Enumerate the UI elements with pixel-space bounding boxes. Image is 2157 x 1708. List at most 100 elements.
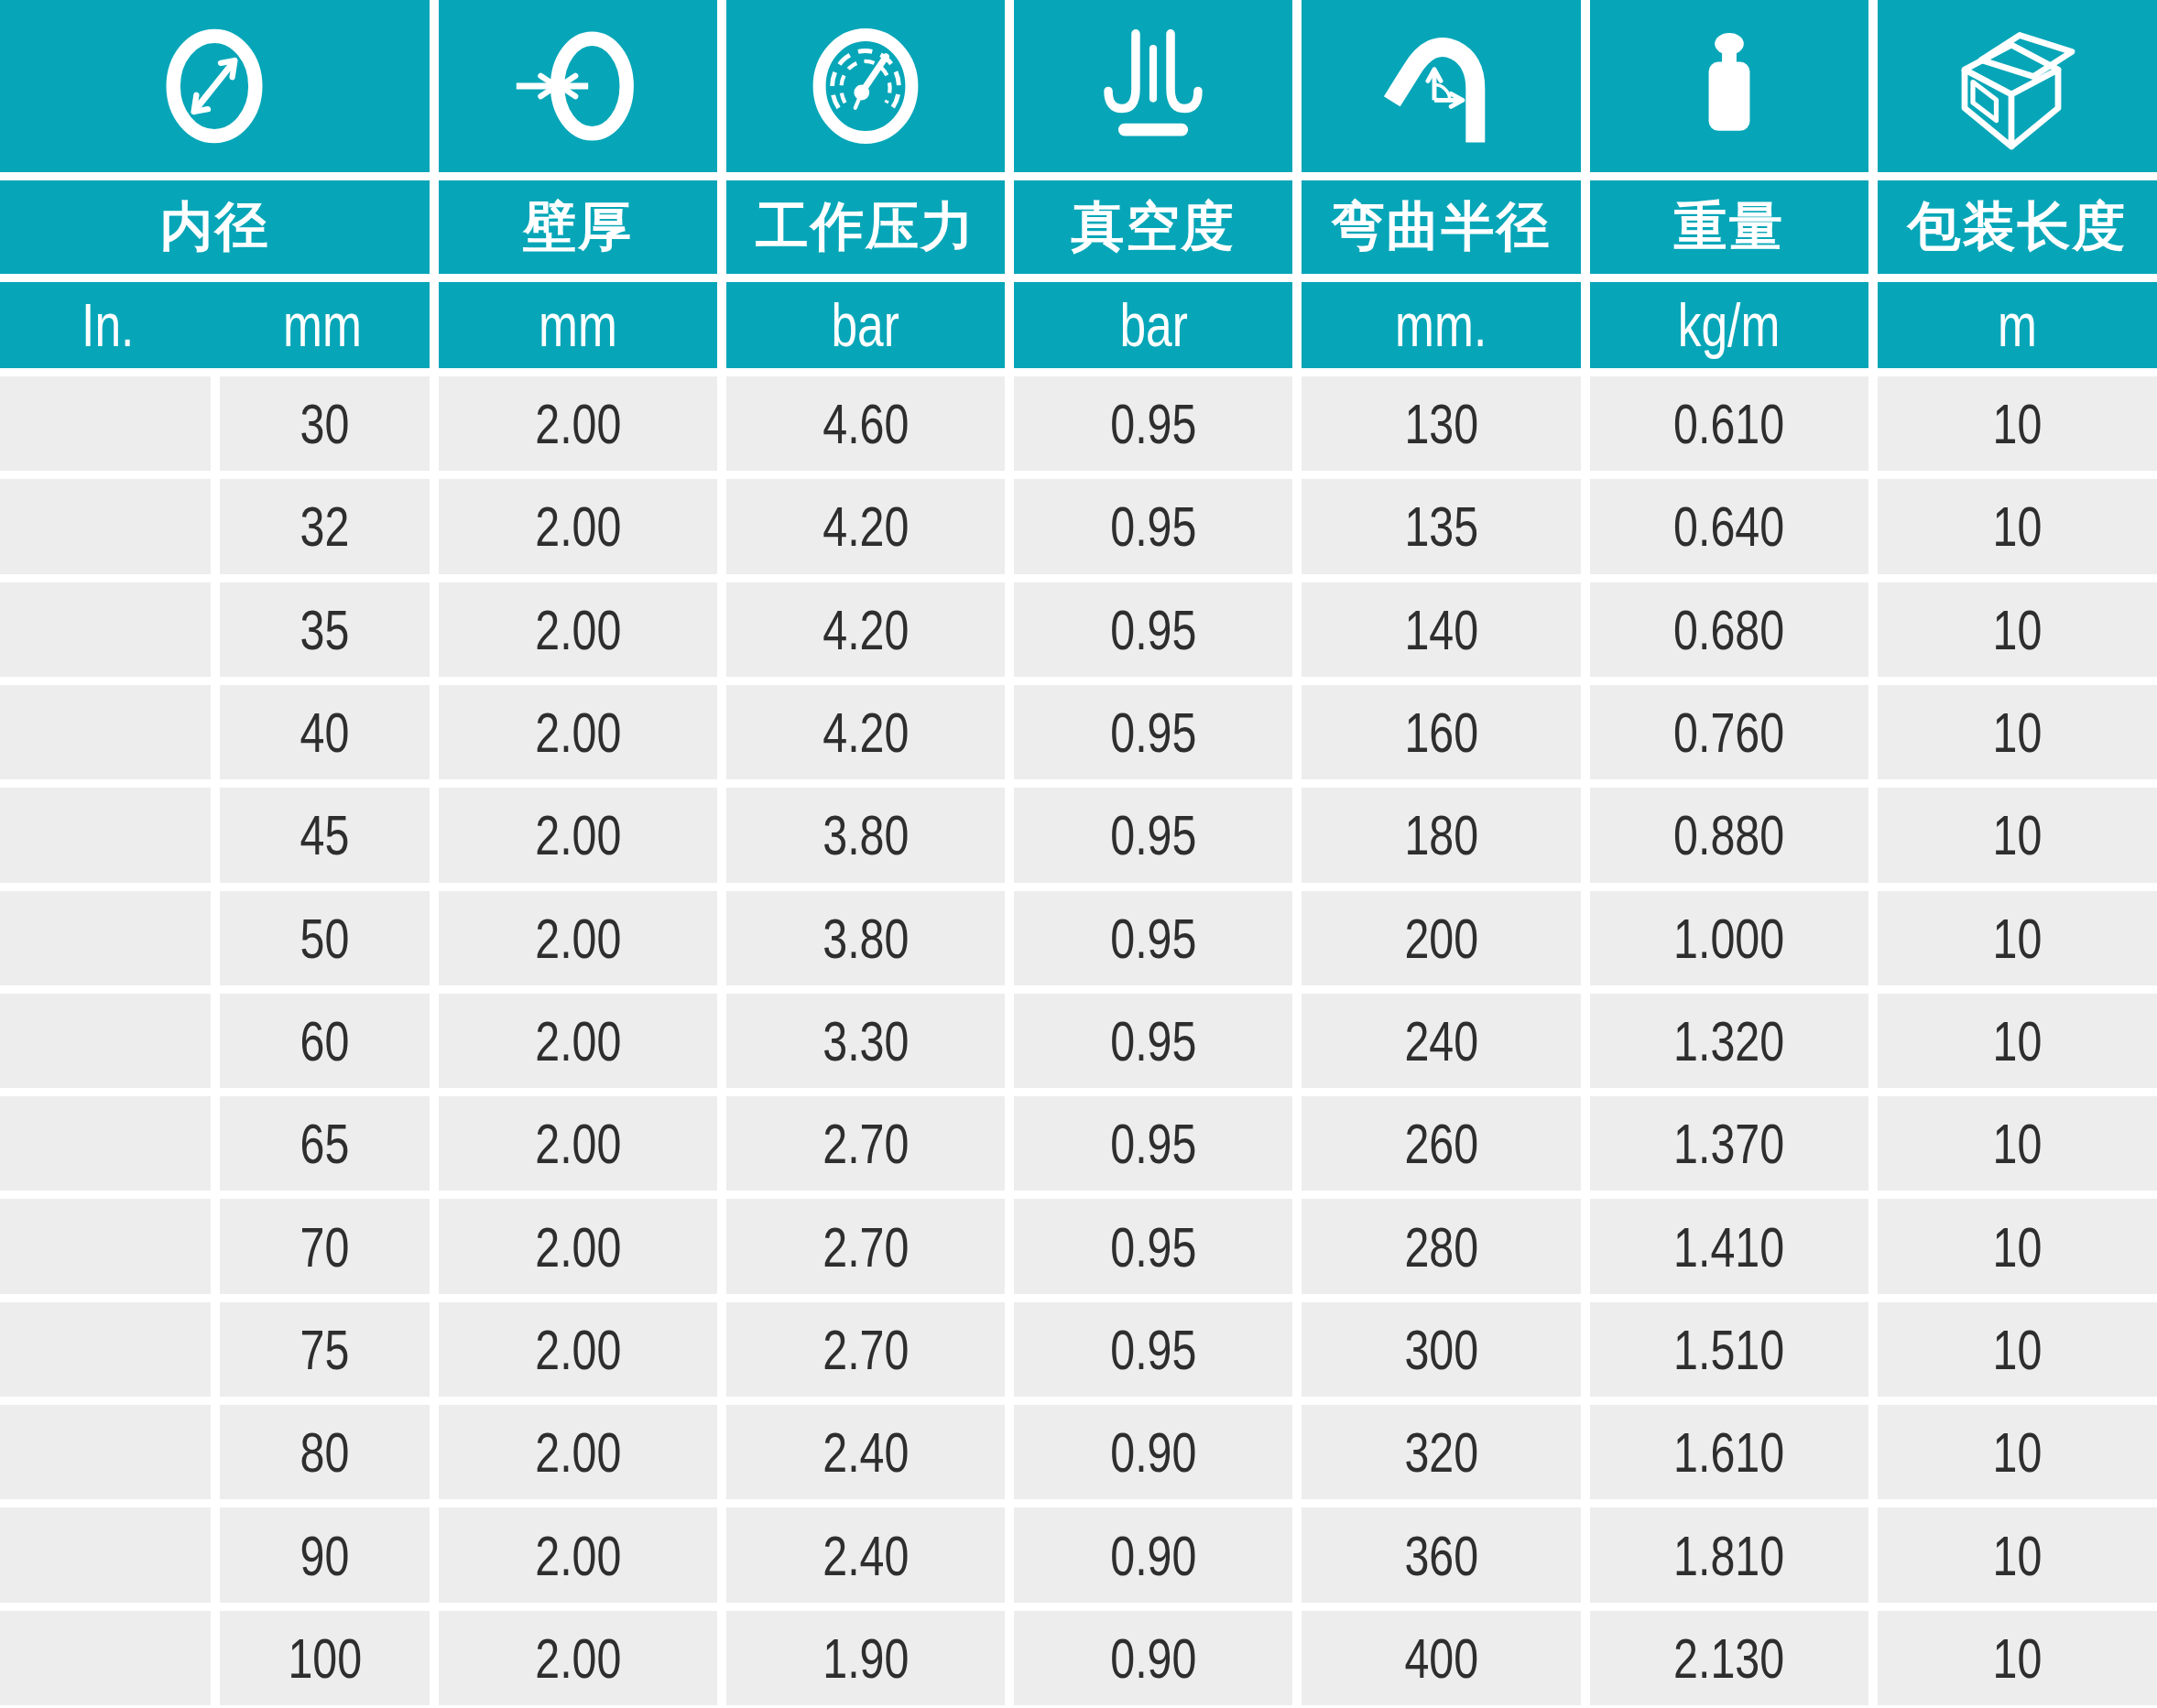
icon-cell-wall-thickness: [439, 0, 717, 172]
cell-inner-diameter-in: [0, 1405, 211, 1499]
spec-table: 内径 壁厚 工作压力 真空度 弯曲半径 重量 包装长度 In. mm mm ba…: [0, 0, 2157, 1705]
cell-package-length: 10: [1878, 1199, 2157, 1293]
cell-inner-diameter-mm: 80: [220, 1405, 429, 1499]
cell-wall-thickness: 2.00: [439, 685, 717, 779]
cell-value: 40: [300, 700, 350, 765]
cell-value: 10: [1992, 391, 2042, 456]
cell-value: 60: [300, 1008, 350, 1073]
cell-inner-diameter-in: [0, 1199, 211, 1293]
unit-cell-inner-diameter: In. mm: [0, 282, 430, 368]
cell-wall-thickness: 2.00: [439, 1611, 717, 1705]
cell-inner-diameter-in: [0, 891, 211, 985]
cell-value: 35: [300, 597, 350, 662]
unit-cell-vacuum: bar: [1014, 282, 1292, 368]
column-header-package-length: 包装长度: [1878, 180, 2157, 274]
cell-value: 3.80: [822, 802, 909, 867]
cell-value: 4.60: [822, 391, 909, 456]
cell-value: 70: [300, 1214, 350, 1279]
cell-wall-thickness: 2.00: [439, 1507, 717, 1602]
cell-value: 10: [1992, 1420, 2042, 1485]
cell-value: 4.20: [822, 597, 909, 662]
cell-value: 0.95: [1110, 1317, 1196, 1382]
cell-working-pressure: 3.80: [726, 891, 1005, 985]
cell-value: 160: [1404, 700, 1478, 765]
cell-bend-radius: 240: [1302, 994, 1580, 1088]
cell-value: 2.40: [822, 1523, 909, 1588]
cell-value: 45: [300, 802, 350, 867]
cell-bend-radius: 140: [1302, 582, 1580, 677]
cell-value: 400: [1404, 1626, 1478, 1691]
cell-bend-radius: 360: [1302, 1507, 1580, 1602]
cell-inner-diameter-mm: 75: [220, 1302, 429, 1397]
cell-bend-radius: 180: [1302, 788, 1580, 882]
icon-cell-vacuum: [1014, 0, 1292, 172]
cell-package-length: 10: [1878, 1405, 2157, 1499]
cell-inner-diameter-mm: 35: [220, 582, 429, 677]
cell-wall-thickness: 2.00: [439, 582, 717, 677]
cell-wall-thickness: 2.00: [439, 1405, 717, 1499]
cell-value: 2.70: [822, 1317, 909, 1382]
cell-value: 0.680: [1673, 597, 1784, 662]
cell-bend-radius: 320: [1302, 1405, 1580, 1499]
cell-value: 10: [1992, 1523, 2042, 1588]
cell-weight: 1.370: [1590, 1096, 1868, 1191]
column-label: 真空度: [1071, 191, 1236, 263]
cell-working-pressure: 2.70: [726, 1302, 1005, 1397]
cell-inner-diameter-in: [0, 1096, 211, 1191]
cell-weight: 0.760: [1590, 685, 1868, 779]
cell-value: 3.30: [822, 1008, 909, 1073]
cell-package-length: 10: [1878, 582, 2157, 677]
cell-value: 2.00: [535, 391, 621, 456]
cell-value: 2.00: [535, 700, 621, 765]
cell-value: 1.810: [1673, 1523, 1784, 1588]
cell-value: 30: [300, 391, 350, 456]
cell-weight: 1.610: [1590, 1405, 1868, 1499]
cell-value: 140: [1404, 597, 1478, 662]
cell-working-pressure: 2.70: [726, 1199, 1005, 1293]
cell-value: 240: [1404, 1008, 1478, 1073]
cell-value: 0.880: [1673, 802, 1784, 867]
cell-package-length: 10: [1878, 891, 2157, 985]
cell-inner-diameter-mm: 90: [220, 1507, 429, 1602]
cell-value: 0.95: [1110, 1008, 1196, 1073]
cell-value: 0.95: [1110, 1214, 1196, 1279]
cell-inner-diameter-in: [0, 479, 211, 573]
unit-label: mm.: [1395, 290, 1487, 360]
cell-package-length: 10: [1878, 1302, 2157, 1397]
cell-vacuum: 0.95: [1014, 994, 1292, 1088]
column-header-working-pressure: 工作压力: [726, 180, 1005, 274]
cell-value: 10: [1992, 1214, 2042, 1279]
cell-working-pressure: 1.90: [726, 1611, 1005, 1705]
cell-package-length: 10: [1878, 376, 2157, 471]
cell-inner-diameter-mm: 32: [220, 479, 429, 573]
column-header-bend-radius: 弯曲半径: [1302, 180, 1580, 274]
unit-label-in: In.: [82, 290, 134, 360]
cell-package-length: 10: [1878, 479, 2157, 573]
cell-vacuum: 0.90: [1014, 1507, 1292, 1602]
cell-value: 90: [300, 1523, 350, 1588]
cell-bend-radius: 200: [1302, 891, 1580, 985]
cell-wall-thickness: 2.00: [439, 1302, 717, 1397]
cell-value: 0.610: [1673, 391, 1784, 456]
cell-value: 4.20: [822, 700, 909, 765]
unit-cell-weight: kg/m: [1590, 282, 1868, 368]
pressure-gauge-icon: [801, 22, 930, 150]
cell-weight: 0.680: [1590, 582, 1868, 677]
cell-vacuum: 0.95: [1014, 479, 1292, 573]
cell-value: 10: [1992, 1008, 2042, 1073]
cell-value: 0.95: [1110, 700, 1196, 765]
cell-weight: 1.510: [1590, 1302, 1868, 1397]
cell-wall-thickness: 2.00: [439, 891, 717, 985]
cell-inner-diameter-mm: 45: [220, 788, 429, 882]
cell-value: 10: [1992, 802, 2042, 867]
cell-inner-diameter-in: [0, 376, 211, 471]
cell-value: 1.320: [1673, 1008, 1784, 1073]
cell-bend-radius: 260: [1302, 1096, 1580, 1191]
weight-icon: [1669, 26, 1790, 147]
cell-inner-diameter-mm: 50: [220, 891, 429, 985]
cell-value: 0.95: [1110, 597, 1196, 662]
cell-bend-radius: 300: [1302, 1302, 1580, 1397]
cell-vacuum: 0.95: [1014, 1199, 1292, 1293]
cell-value: 10: [1992, 700, 2042, 765]
cell-vacuum: 0.95: [1014, 1302, 1292, 1397]
